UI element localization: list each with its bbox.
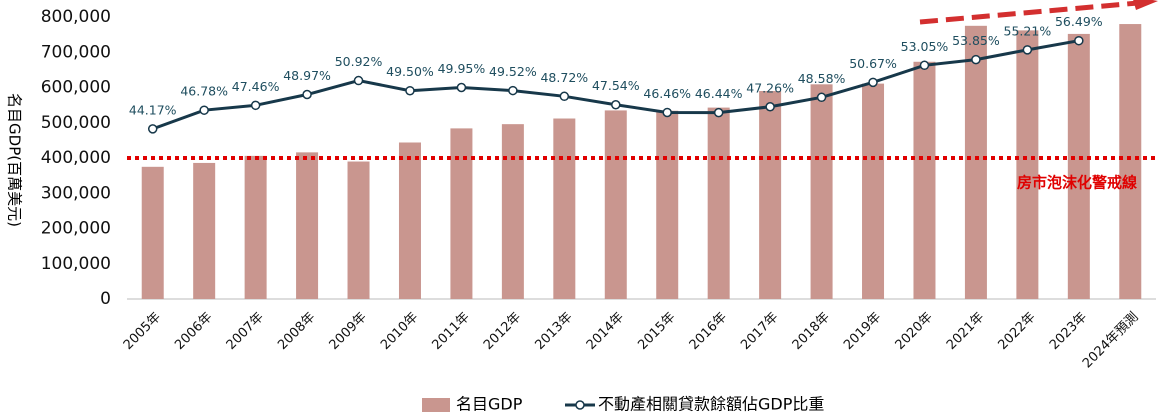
y-axis-label: 名目GDP(百萬美元) bbox=[6, 93, 24, 227]
line-marker bbox=[559, 91, 570, 102]
line-marker bbox=[611, 99, 621, 110]
value-label: 46.44% bbox=[695, 86, 743, 101]
x-tick-label: 2019年 bbox=[841, 310, 884, 353]
value-label: 48.58% bbox=[798, 71, 846, 86]
line-marker bbox=[971, 54, 981, 65]
x-tick-label: 2021年 bbox=[944, 310, 987, 353]
value-label: 47.26% bbox=[746, 80, 794, 95]
x-tick-label: 2017年 bbox=[738, 310, 781, 353]
line-marker bbox=[868, 77, 878, 88]
value-label: 44.17% bbox=[129, 102, 177, 117]
bar bbox=[913, 61, 936, 299]
line-marker bbox=[199, 105, 209, 115]
x-tick-label: 2016年 bbox=[687, 310, 730, 353]
line-marker bbox=[250, 100, 261, 111]
bar bbox=[141, 166, 164, 299]
bar bbox=[1067, 33, 1090, 300]
bar bbox=[296, 152, 319, 299]
line-marker bbox=[147, 124, 158, 134]
value-label: 46.78% bbox=[180, 84, 228, 99]
value-label: 50.92% bbox=[335, 54, 383, 69]
x-tick-label: 2006年 bbox=[172, 310, 215, 353]
value-label: 49.52% bbox=[489, 64, 537, 79]
value-label: 47.54% bbox=[592, 78, 640, 93]
bar bbox=[810, 84, 833, 299]
line-marker bbox=[919, 60, 930, 71]
value-label: 56.49% bbox=[1055, 14, 1103, 29]
y-tick-label: 400,000 bbox=[41, 148, 111, 168]
x-tick-label: 2018年 bbox=[790, 310, 833, 353]
trend-arrow bbox=[919, 0, 1158, 25]
line-marker bbox=[302, 89, 312, 100]
line-marker bbox=[765, 102, 775, 112]
bar bbox=[450, 128, 473, 299]
x-tick-label: 2023年 bbox=[1047, 310, 1090, 353]
bar bbox=[604, 110, 627, 299]
x-tick-label: 2022年 bbox=[995, 310, 1038, 353]
line-marker bbox=[713, 107, 724, 118]
bar bbox=[964, 25, 987, 299]
x-tick-label: 2009年 bbox=[327, 310, 370, 353]
x-tick-label: 2008年 bbox=[275, 310, 318, 353]
line-marker bbox=[1074, 35, 1084, 46]
x-tick-label: 2007年 bbox=[224, 310, 267, 353]
legend-marker bbox=[575, 400, 585, 410]
y-tick-label: 200,000 bbox=[41, 219, 111, 239]
bar bbox=[244, 155, 267, 299]
x-tick-label: 2024年預測 bbox=[1080, 310, 1142, 372]
line-marker bbox=[1022, 45, 1033, 55]
x-tick-label: 2010年 bbox=[378, 310, 421, 353]
x-tick-label: 2011年 bbox=[430, 310, 473, 353]
value-label: 47.46% bbox=[232, 79, 280, 94]
x-tick-label: 2014年 bbox=[584, 310, 627, 353]
x-tick-label: 2013年 bbox=[532, 310, 575, 353]
bar bbox=[656, 110, 679, 299]
value-label: 49.95% bbox=[438, 61, 486, 76]
line-marker bbox=[508, 85, 518, 96]
line-marker bbox=[816, 92, 827, 103]
x-tick-label: 2020年 bbox=[893, 310, 936, 353]
legend-label: 名目GDP bbox=[456, 395, 523, 414]
value-label: 49.50% bbox=[386, 64, 434, 79]
x-tick-label: 2005年 bbox=[121, 310, 164, 353]
x-tick-label: 2012年 bbox=[481, 310, 524, 353]
y-tick-label: 800,000 bbox=[41, 7, 111, 27]
bar bbox=[1016, 30, 1039, 300]
legend-swatch bbox=[422, 398, 450, 412]
bar bbox=[553, 118, 576, 300]
y-tick-label: 600,000 bbox=[41, 78, 111, 98]
value-label: 53.85% bbox=[952, 33, 1000, 48]
line-marker bbox=[456, 82, 467, 93]
value-label: 55.21% bbox=[1004, 23, 1052, 38]
value-label: 46.46% bbox=[643, 86, 691, 101]
bar bbox=[501, 124, 524, 299]
value-label: 48.97% bbox=[283, 68, 331, 83]
y-tick-label: 500,000 bbox=[41, 113, 111, 133]
y-tick-label: 0 bbox=[100, 289, 111, 309]
y-tick-label: 300,000 bbox=[41, 183, 111, 203]
legend-label: 不動產相關貸款餘額佔GDP比重 bbox=[598, 395, 824, 414]
bar bbox=[1119, 24, 1142, 300]
bar bbox=[398, 142, 421, 299]
bar bbox=[347, 161, 370, 299]
y-tick-label: 700,000 bbox=[41, 42, 111, 62]
value-label: 53.05% bbox=[901, 39, 949, 54]
line-marker bbox=[662, 107, 672, 118]
y-tick-label: 100,000 bbox=[41, 254, 111, 274]
line-marker bbox=[405, 85, 415, 96]
x-tick-label: 2015年 bbox=[635, 310, 678, 353]
bar bbox=[862, 83, 885, 299]
bar bbox=[759, 91, 782, 300]
value-label: 48.72% bbox=[540, 70, 588, 85]
value-label: 50.67% bbox=[849, 56, 897, 71]
bar bbox=[193, 162, 216, 299]
reference-label: 房市泡沫化警戒線 bbox=[1017, 174, 1137, 192]
line-marker bbox=[353, 75, 364, 86]
bar bbox=[707, 107, 730, 299]
